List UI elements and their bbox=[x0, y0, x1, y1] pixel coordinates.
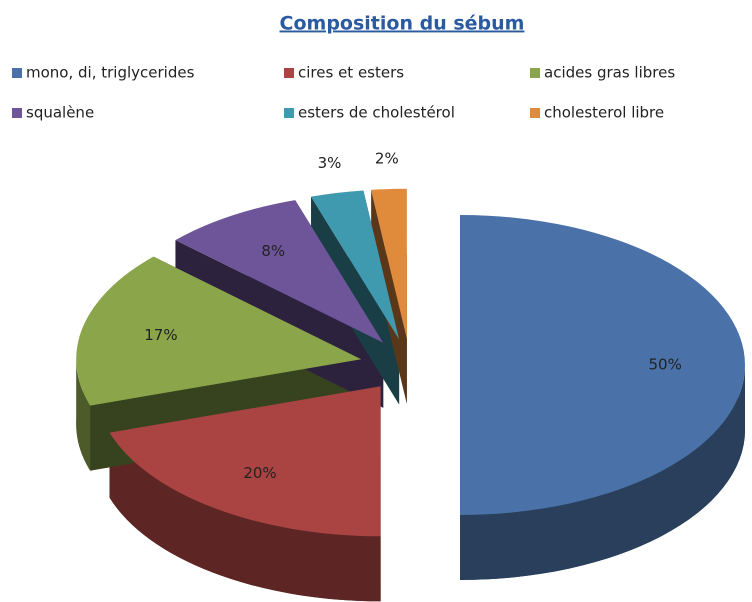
slice bbox=[175, 200, 384, 343]
legend-swatch bbox=[530, 108, 540, 118]
data-label: 20% bbox=[243, 464, 276, 482]
slice-wall bbox=[371, 189, 407, 404]
data-label: 17% bbox=[144, 326, 177, 344]
legend-label: cholesterol libre bbox=[544, 104, 664, 122]
slice-side bbox=[76, 359, 91, 471]
data-label: 2% bbox=[375, 150, 399, 168]
slice bbox=[76, 256, 362, 406]
slice bbox=[371, 188, 407, 339]
legend-swatch bbox=[12, 108, 22, 118]
legend-swatch bbox=[530, 68, 540, 78]
slice-side bbox=[109, 432, 381, 602]
data-label: 50% bbox=[649, 356, 682, 374]
data-label: 3% bbox=[318, 154, 342, 172]
slice bbox=[109, 386, 381, 537]
legend-swatch bbox=[284, 108, 294, 118]
legend-swatch bbox=[284, 68, 294, 78]
legend-label: acides gras libres bbox=[544, 64, 675, 82]
legend-label: squalène bbox=[26, 104, 94, 122]
chart-title: Composition du sébum bbox=[280, 13, 525, 35]
legend-label: cires et esters bbox=[298, 64, 404, 82]
legend-label: mono, di, triglycerides bbox=[26, 64, 195, 82]
data-label: 8% bbox=[261, 242, 285, 260]
slice-side bbox=[460, 365, 745, 580]
slice bbox=[311, 190, 400, 340]
slice bbox=[460, 215, 745, 515]
legend-label: esters de cholestérol bbox=[298, 104, 455, 122]
legend-swatch bbox=[12, 68, 22, 78]
